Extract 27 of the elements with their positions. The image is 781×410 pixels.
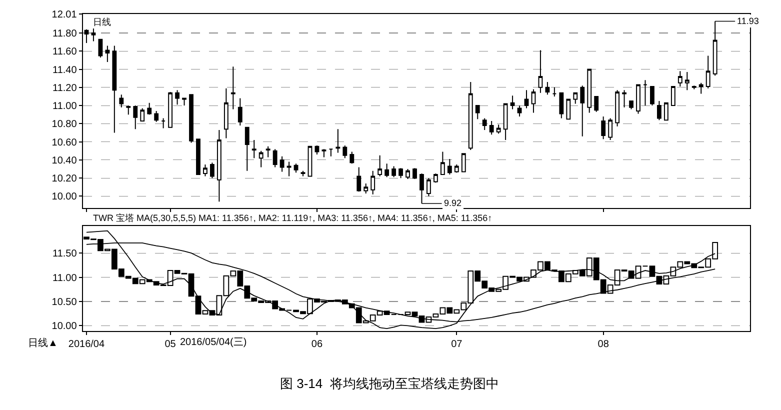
x-tick-label: 06 (311, 339, 323, 350)
chart-title: 日线 (93, 17, 111, 27)
y-tick-label: 10.20 (52, 174, 78, 185)
caption: 图 3-14 将均线拖动至宝塔线走势图中 (280, 376, 499, 391)
y-tick-label: 11.80 (52, 28, 78, 40)
text: 11.93 (737, 16, 759, 26)
x-tick-label: 07 (451, 339, 463, 350)
text: 2016/05/04(三) (180, 337, 247, 348)
y-tick-label: 11.00 (52, 101, 78, 112)
text: 日线▲ (28, 337, 58, 349)
x-tick-label: 05 (164, 339, 176, 350)
y-tick-label: 10.60 (52, 137, 78, 148)
y-tick-label: 10.00 (52, 192, 78, 203)
y-tick-label: 11.20 (52, 82, 78, 94)
x-tick-label: 2016/04 (68, 339, 105, 350)
y-tick-label: 10.40 (52, 155, 78, 166)
y-tick-label: 10.80 (52, 119, 78, 130)
y-tick-label: 11.50 (52, 248, 78, 260)
y-tick-label: 10.50 (52, 296, 78, 308)
y-tick-label: 10.00 (52, 321, 78, 332)
chart-title: TWR 宝塔 MA(5,30,5,5,5) MA1: 11.356↑, MA2: 11.119↑, MA3: 11.356↑, MA4: 11.356↑, MA5: 11.356↑ (93, 213, 492, 223)
x-tick-label: 08 (598, 339, 610, 350)
y-tick-label: 11.60 (52, 46, 78, 58)
annotation: 9.92 (444, 198, 462, 208)
y-tick-label: 11.00 (52, 272, 78, 284)
y-tick-label: 12.01 (52, 10, 78, 20)
y-tick-label: 11.40 (52, 64, 78, 76)
